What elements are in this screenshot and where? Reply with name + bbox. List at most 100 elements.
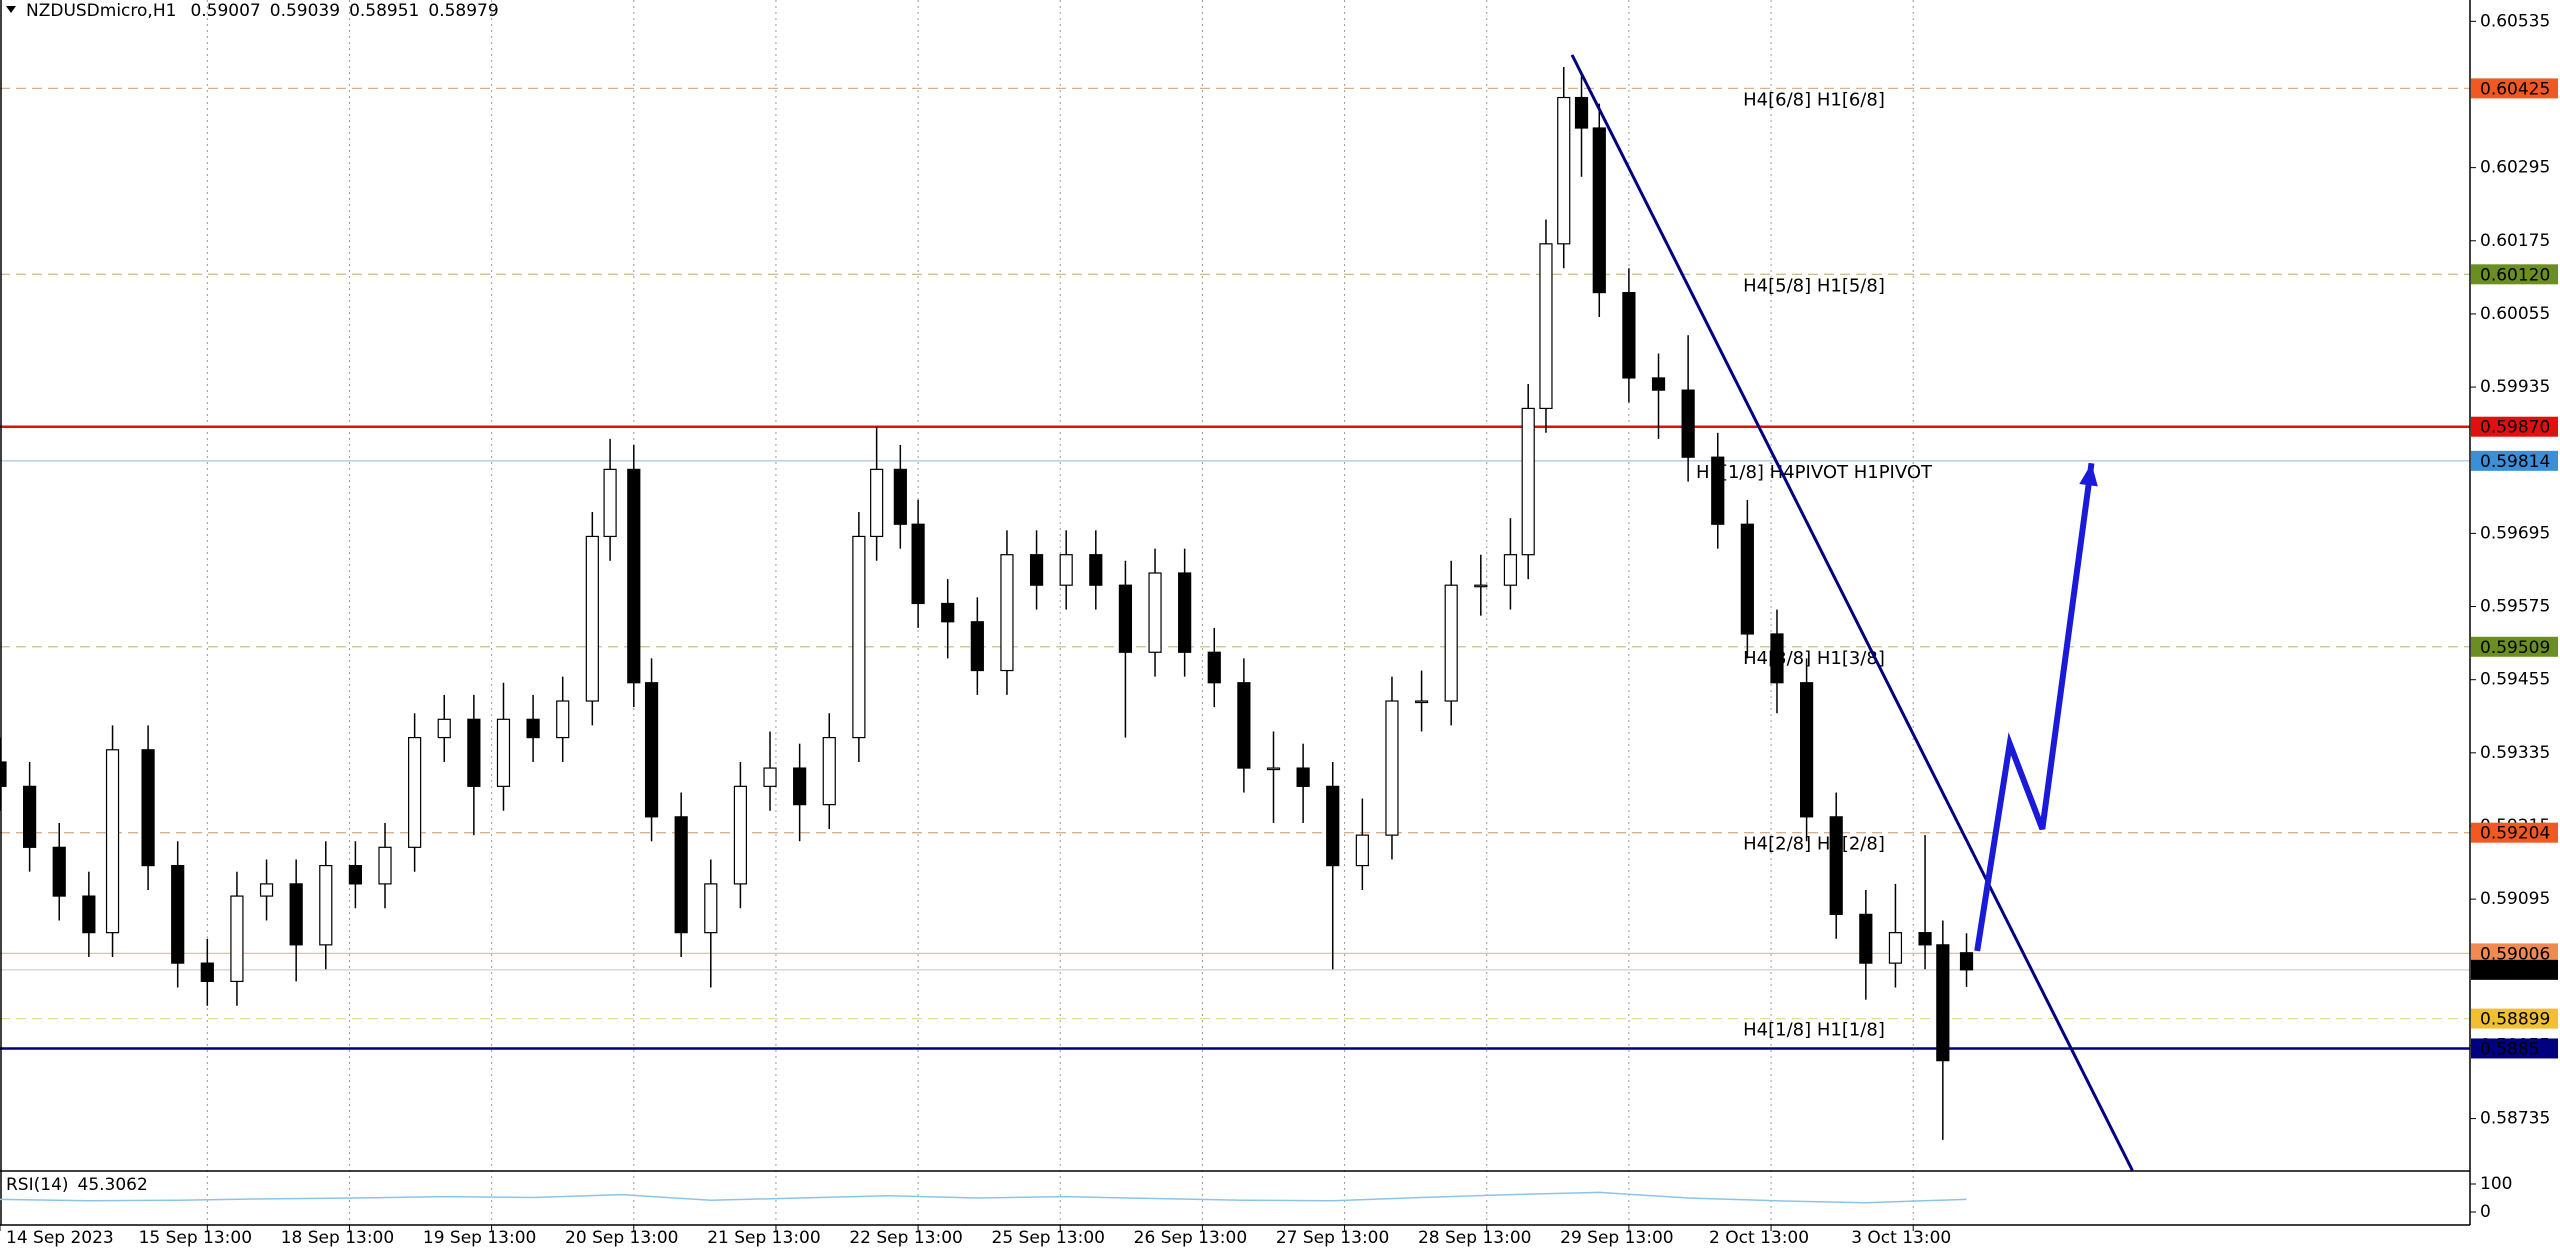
y-tick-label: 0.60055: [2480, 304, 2550, 324]
candle-body: [1266, 767, 1281, 771]
level-label: H4[3/8] H1[3/8]: [1743, 648, 1885, 669]
candle-body: [627, 468, 641, 684]
open-value: 0.59007: [190, 1, 260, 21]
price-tag-label: 0.59006: [2480, 944, 2550, 964]
menu-triangle: [6, 6, 16, 13]
x-tick-label: 18 Sep 13:00: [281, 1228, 394, 1248]
rsi-tick-label: 0: [2480, 1202, 2491, 1222]
candle-body: [556, 700, 570, 739]
y-tick-label: 0.59335: [2480, 743, 2550, 763]
candle-body: [1029, 554, 1044, 586]
candle-body: [230, 895, 244, 983]
candle-body: [1888, 932, 1903, 964]
symbol: NZDUSDmicro,H1: [26, 1, 176, 21]
price-tag-label: 0.60425: [2480, 79, 2550, 99]
level-label: H4[2/8] H1[2/8]: [1743, 834, 1885, 855]
price-tag: [2471, 1038, 2558, 1059]
x-tick-label: 15 Sep 13:00: [139, 1228, 252, 1248]
x-tick-label: 21 Sep 13:00: [707, 1228, 820, 1248]
price-tag: [2471, 822, 2558, 843]
y-tick-label: 0.60295: [2480, 158, 2550, 178]
candle-body: [105, 749, 120, 934]
candle-body: [893, 468, 907, 525]
candle-body: [259, 883, 274, 897]
forecast-arrow: [1974, 462, 2095, 952]
price-tag-label: 0.59814: [2480, 452, 2550, 472]
y-tick-label: 0.60175: [2480, 231, 2550, 251]
candle-body: [1355, 834, 1369, 867]
candle-body: [1326, 785, 1340, 867]
level-label: H4[1/8] H1[1/8]: [1743, 1020, 1885, 1041]
x-tick-label: 19 Sep 13:00: [423, 1228, 536, 1248]
level-label: H1[1/8] H4PIVOT H1PIVOT: [1696, 462, 1933, 483]
candle-body: [1557, 96, 1571, 245]
candle-body: [1178, 572, 1192, 653]
x-tick-label: 29 Sep 13:00: [1560, 1228, 1673, 1248]
candle-body: [1385, 700, 1399, 836]
trendline: [1570, 54, 2134, 1171]
price-tag: [2471, 450, 2558, 471]
y-tick-label: 0.59095: [2480, 889, 2550, 909]
candle-body: [1770, 633, 1784, 684]
candle-body: [603, 468, 617, 538]
level-label: H4[5/8] H1[5/8]: [1743, 275, 1885, 296]
candle-body: [1651, 377, 1666, 391]
x-tick-label: 14 Sep 2023: [6, 1228, 114, 1248]
price-tag: [2471, 1008, 2558, 1029]
price-tag: [2471, 959, 2558, 980]
candle-body: [1740, 523, 1754, 635]
x-tick-label: 22 Sep 13:00: [849, 1228, 962, 1248]
candle-body: [1503, 554, 1518, 586]
low-value: 0.58951: [349, 1, 419, 21]
candle-body: [1574, 96, 1589, 129]
price-tag: [2471, 636, 2558, 657]
candle-body: [200, 962, 214, 983]
price-tag: [2471, 264, 2558, 285]
candle-body: [1521, 407, 1535, 556]
main-panel: H4[6/8] H1[6/8] H4[5/8] H1[5/8] H1[1/8] H4…: [0, 54, 2470, 1171]
arrow-head: [2079, 463, 2098, 487]
price-tag: [2471, 416, 2558, 437]
high-value: 0.59039: [270, 1, 340, 21]
candle-body: [1936, 944, 1950, 1062]
candle-body: [496, 718, 511, 787]
rsi-name: RSI(14): [6, 1175, 69, 1195]
y-tick-label: 0.59575: [2480, 597, 2550, 617]
candle-body: [408, 736, 422, 848]
candle-body: [1414, 700, 1429, 704]
candle-body: [1000, 554, 1014, 672]
price-tag-label: 0.5885: [2480, 1039, 2539, 1059]
candle-body: [52, 846, 66, 897]
rsi-value: 45.3062: [78, 1175, 148, 1195]
candle-body: [733, 785, 748, 885]
candle-body: [1829, 816, 1843, 915]
candle-body: [171, 865, 185, 964]
candle-body: [1859, 913, 1873, 964]
candle-body: [82, 895, 96, 934]
candle-body: [793, 767, 807, 806]
y-tick-label: 0.58735: [2480, 1109, 2550, 1129]
candle-body: [1539, 243, 1553, 410]
x-tick-label: 25 Sep 13:00: [992, 1228, 1105, 1248]
y-tick-label: 0.60535: [2480, 11, 2550, 31]
candle-body: [141, 749, 155, 867]
rsi-line: [0, 1191, 1967, 1204]
x-tick-label: 3 Oct 13:00: [1851, 1228, 1951, 1248]
candle-body: [644, 682, 659, 818]
candle-body: [870, 468, 884, 538]
close-value: 0.58979: [428, 1, 498, 21]
candle-body: [585, 535, 599, 702]
y-tick-label: 0.59455: [2480, 670, 2550, 690]
price-tag-label: 0.59870: [2480, 418, 2550, 438]
price-tag-label: 0.60120: [2480, 265, 2550, 285]
candle-body: [378, 846, 392, 885]
candle-body: [1089, 554, 1103, 586]
candle-body: [23, 785, 37, 848]
price-tag-label: 0.58979: [2480, 961, 2550, 981]
candle-body: [1118, 584, 1133, 653]
candle-body: [1681, 389, 1695, 458]
x-tick-label: 27 Sep 13:00: [1276, 1228, 1389, 1248]
